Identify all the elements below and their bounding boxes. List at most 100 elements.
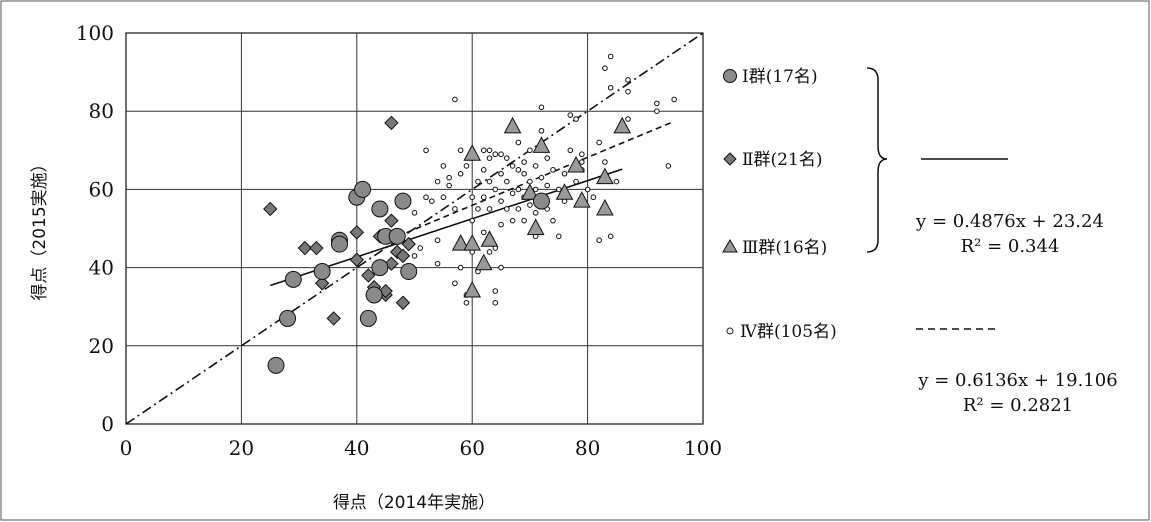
- legend: Ⅰ群(17名) Ⅱ群(21名) Ⅲ群(16名) Ⅳ群(105名) y = 0.4…: [722, 67, 1118, 416]
- point-group1-0: [267, 356, 285, 374]
- point-group4-43: [498, 151, 504, 158]
- point-group2-18: [395, 295, 411, 310]
- point-group4-48: [504, 155, 510, 161]
- reference-line-dash-dot: [126, 33, 703, 424]
- point-group4-2: [417, 245, 424, 251]
- point-group4-36: [486, 206, 493, 212]
- point-group4-44: [498, 170, 504, 177]
- point-group4-56: [515, 186, 522, 193]
- point-group3-8: [526, 218, 545, 235]
- point-group4-26: [475, 178, 481, 185]
- point-group2-15: [384, 213, 399, 228]
- point-group4-37: [486, 249, 493, 255]
- point-group1-9: [365, 286, 383, 304]
- x-tick-label-3: 60: [459, 436, 484, 460]
- point-group4-66: [532, 186, 539, 193]
- point-group4-34: [486, 155, 493, 161]
- x-tick-labels: 0 20 40 60 80 100: [120, 436, 722, 460]
- point-group1-15: [400, 263, 418, 281]
- point-group3-2: [463, 234, 482, 251]
- point-group1-3: [313, 263, 331, 281]
- point-group2-2: [309, 240, 324, 256]
- legend-label-group3: Ⅲ群(16名): [742, 238, 827, 258]
- point-group4-13: [452, 96, 458, 103]
- point-group4-87: [579, 159, 585, 165]
- point-group3-10: [555, 183, 574, 200]
- point-group1-16: [532, 192, 550, 210]
- point-group2-7: [349, 252, 365, 267]
- trend-equation-2: y = 0.6136x + 19.106: [917, 370, 1117, 391]
- point-group4-9: [440, 194, 447, 201]
- legend-marker-group3: [722, 239, 738, 253]
- point-group3-14: [596, 167, 614, 185]
- point-group3-7: [521, 183, 539, 200]
- y-tick-label-3: 60: [89, 177, 114, 201]
- point-group4-42: [492, 288, 499, 294]
- point-group4-67: [532, 210, 539, 216]
- point-group4-55: [515, 167, 522, 173]
- point-group4-53: [509, 217, 516, 224]
- point-group4-82: [567, 112, 574, 118]
- point-group3-9: [532, 136, 551, 153]
- legend-marker-group4: [726, 327, 734, 335]
- y-tick-label-4: 80: [89, 99, 114, 123]
- point-group2-4: [326, 311, 341, 326]
- point-group4-0: [411, 253, 418, 259]
- point-group4-101: [625, 77, 631, 83]
- point-group3-3: [463, 144, 482, 161]
- point-group4-15: [452, 280, 458, 287]
- point-group4-39: [492, 186, 499, 193]
- point-group4-6: [434, 260, 441, 267]
- point-group1-2: [284, 270, 302, 288]
- point-group4-4: [423, 194, 429, 201]
- point-group4-85: [573, 178, 579, 185]
- point-group3-4: [474, 253, 493, 271]
- point-group4-69: [538, 104, 545, 111]
- point-group4-84: [573, 116, 579, 122]
- point-group4-30: [480, 167, 487, 173]
- point-group4-54: [515, 139, 522, 146]
- point-group4-95: [607, 53, 614, 60]
- legend-label-group1: Ⅰ群(17名): [742, 67, 818, 87]
- point-group1-1: [279, 309, 297, 327]
- point-group4-12: [446, 174, 452, 181]
- point-group4-50: [504, 206, 510, 212]
- point-group4-17: [457, 170, 464, 177]
- point-group4-77: [550, 217, 556, 224]
- point-group4-32: [480, 229, 487, 236]
- x-tick-label-0: 0: [120, 436, 133, 460]
- point-group4-18: [457, 264, 464, 271]
- point-group4-91: [596, 237, 602, 244]
- point-group4-35: [486, 178, 493, 185]
- point-group4-98: [613, 178, 620, 185]
- point-group1-10: [371, 259, 389, 277]
- point-group4-71: [538, 174, 545, 181]
- x-tick-label-2: 40: [344, 436, 369, 460]
- point-group2-0: [263, 201, 278, 217]
- legend-marker-group1: [723, 69, 737, 83]
- point-group4-97: [607, 233, 614, 240]
- point-group4-78: [555, 233, 562, 240]
- point-group4-62: [527, 147, 533, 154]
- point-group4-52: [509, 190, 516, 197]
- point-group4-92: [596, 139, 602, 146]
- point-group3-13: [596, 198, 614, 216]
- point-group4-89: [584, 186, 591, 193]
- point-group4-61: [521, 217, 527, 224]
- point-group4-19: [463, 163, 470, 169]
- point-group1-7: [354, 180, 372, 198]
- point-group3-0: [451, 234, 470, 251]
- point-group3-1: [463, 280, 482, 298]
- point-group4-11: [446, 182, 452, 189]
- legend-marker-group2: [723, 152, 737, 166]
- point-group4-96: [607, 84, 614, 91]
- point-group4-41: [492, 299, 499, 306]
- point-group4-31: [480, 194, 487, 201]
- point-group4-3: [423, 147, 429, 154]
- point-group3-12: [572, 191, 591, 208]
- point-group4-33: [486, 147, 493, 154]
- point-group4-47: [498, 264, 504, 271]
- point-group3-5: [480, 230, 499, 247]
- point-group4-104: [654, 100, 660, 107]
